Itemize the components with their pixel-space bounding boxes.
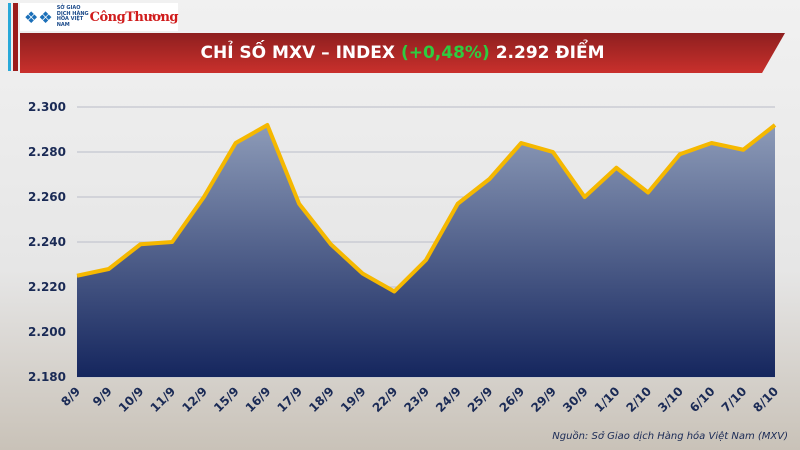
y-tick-label: 2.280 (28, 145, 66, 159)
x-tick-label: 8/10 (750, 384, 781, 415)
x-tick-label: 16/9 (243, 384, 274, 415)
mxv-logo-text: SỞ GIAO DỊCH HÀNG HÓA VIỆT NAM (56, 5, 89, 28)
x-tick-label: 15/9 (211, 384, 242, 415)
y-tick-label: 2.300 (28, 100, 66, 114)
x-tick-label: 9/9 (90, 384, 115, 409)
x-tick-label: 24/9 (433, 384, 464, 415)
change-percent: (+0,48%) (400, 43, 490, 63)
y-tick-label: 2.240 (28, 235, 66, 249)
x-tick-label: 23/9 (401, 384, 432, 415)
x-tick-label: 6/10 (687, 384, 718, 415)
x-tick-label: 22/9 (370, 384, 401, 415)
x-tick-label: 1/10 (592, 384, 623, 415)
y-tick-label: 2.200 (28, 325, 66, 339)
x-tick-label: 7/10 (719, 384, 750, 415)
area-fill (77, 125, 775, 377)
accent-bar (8, 3, 11, 71)
x-tick-label: 10/9 (116, 384, 147, 415)
y-tick-label: 2.220 (28, 280, 66, 294)
title-text: CHỈ SỐ MXV – INDEX (200, 43, 395, 63)
source-note: Nguồn: Sở Giao dịch Hàng hóa Việt Nam (M… (552, 431, 788, 442)
y-tick-label: 2.180 (28, 370, 66, 384)
x-tick-label: 12/9 (179, 384, 210, 415)
x-tick-label: 29/9 (528, 384, 559, 415)
x-tick-label: 8/9 (58, 384, 83, 409)
x-tick-label: 25/9 (465, 384, 496, 415)
index-value: 2.292 ĐIỂM (495, 43, 605, 63)
x-tick-label: 19/9 (338, 384, 369, 415)
x-tick-label: 11/9 (148, 384, 179, 415)
accent-bar (13, 3, 18, 71)
title-banner: CHỈ SỐ MXV – INDEX (+0,48%) 2.292 ĐIỂM (20, 33, 785, 73)
x-tick-label: 2/10 (623, 384, 654, 415)
y-tick-label: 2.260 (28, 190, 66, 204)
congthuong-logo: CôngThương (89, 9, 179, 25)
x-tick-label: 26/9 (497, 384, 528, 415)
x-tick-label: 30/9 (560, 384, 591, 415)
x-tick-label: 17/9 (274, 384, 305, 415)
x-tick-label: 3/10 (655, 384, 686, 415)
mxv-logo-icon: ❖❖ (24, 7, 53, 27)
logo: ❖❖ SỞ GIAO DỊCH HÀNG HÓA VIỆT NAM CôngTh… (20, 3, 179, 31)
x-tick-label: 18/9 (306, 384, 337, 415)
